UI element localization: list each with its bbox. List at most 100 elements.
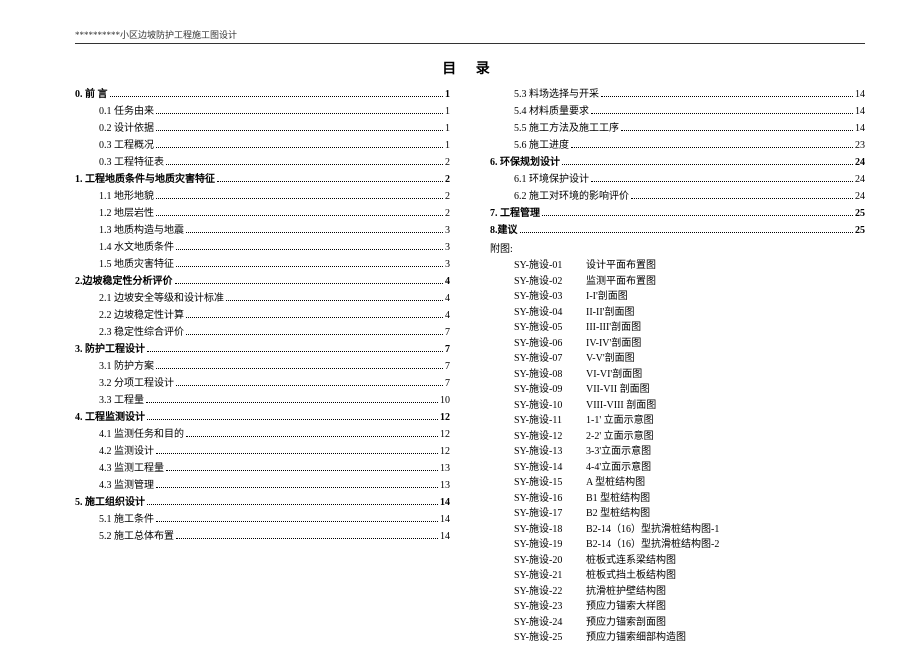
toc-entry: 2.边坡稳定性分析评价4 [75, 273, 450, 290]
toc-entry-label: 6. 环保规划设计 [490, 154, 560, 171]
toc-entry-label: 5.6 施工进度 [490, 137, 569, 154]
toc-entry: 5. 施工组织设计 14 [75, 494, 450, 511]
toc-entry-label: 8.建议 [490, 222, 518, 239]
toc-entry-page: 13 [440, 477, 450, 494]
appendix-name: VIII-VIII 剖面图 [586, 400, 656, 411]
toc-entry: 5.3 料场选择与开采 14 [490, 86, 865, 103]
appendix-code: SY-施设-23 [514, 599, 586, 615]
toc-entry-label: 5. 施工组织设计 [75, 494, 145, 511]
page-header: **********小区边坡防护工程施工图设计 [75, 28, 865, 44]
toc-entry: 1.4 水文地质条件 3 [75, 239, 450, 256]
toc-entry-page: 13 [440, 460, 450, 477]
toc-entry-page: 2 [445, 188, 450, 205]
toc-entry: 0.2 设计依据1 [75, 120, 450, 137]
appendix-name: A 型桩结构图 [586, 477, 645, 488]
appendix-name: 2-2' 立面示意图 [586, 431, 654, 442]
toc-leader-dots [186, 436, 438, 437]
toc-leader-dots [571, 147, 853, 148]
toc-leader-dots [110, 96, 444, 97]
toc-entry-page: 12 [440, 409, 450, 426]
toc-entry: 0. 前 言1 [75, 86, 450, 103]
toc-entry-label: 2.1 边坡安全等级和设计标准 [75, 290, 224, 307]
toc-entry-page: 3 [445, 256, 450, 273]
toc-leader-dots [147, 419, 438, 420]
appendix-name: 桩板式挡土板结构图 [586, 570, 676, 581]
toc-leader-dots [156, 453, 438, 454]
document-page: **********小区边坡防护工程施工图设计 目 录 0. 前 言10.1 任… [0, 0, 920, 651]
appendix-name: 监测平面布置图 [586, 276, 656, 287]
toc-leader-dots [166, 470, 438, 471]
toc-entry: 4.2 监测设计12 [75, 443, 450, 460]
toc-leader-dots [156, 147, 443, 148]
toc-entry-page: 24 [855, 154, 865, 171]
toc-entry-label: 0.3 工程概况 [75, 137, 154, 154]
toc-entry: 0.3 工程特征表2 [75, 154, 450, 171]
toc-leader-dots [176, 538, 438, 539]
toc-leader-dots [520, 232, 854, 233]
toc-entry-label: 1.2 地层岩性 [75, 205, 154, 222]
toc-entry-page: 1 [445, 103, 450, 120]
appendix-code: SY-施设-21 [514, 568, 586, 584]
toc-entry-page: 4 [445, 290, 450, 307]
appendix-name: VI-VI'剖面图 [586, 369, 642, 380]
toc-entry-label: 5.2 施工总体布置 [75, 528, 174, 545]
toc-leader-dots [542, 215, 853, 216]
toc-entry-page: 3 [445, 239, 450, 256]
toc-entry-label: 0.1 任务由来 [75, 103, 154, 120]
toc-leader-dots [601, 96, 853, 97]
appendix-code: SY-施设-13 [514, 444, 586, 460]
appendix-name: B2-14（16）型抗滑桩结构图-2 [586, 539, 719, 550]
toc-entry: 4.3 监测管理 13 [75, 477, 450, 494]
toc-entry-label: 4.3 监测工程量 [75, 460, 164, 477]
toc-entry: 2.3 稳定性综合评价7 [75, 324, 450, 341]
appendix-name: 预应力锚索剖面图 [586, 617, 666, 628]
toc-entry: 0.3 工程概况 1 [75, 137, 450, 154]
appendix-code: SY-施设-15 [514, 475, 586, 491]
toc-entry-page: 1 [445, 137, 450, 154]
toc-entry-label: 5.5 施工方法及施工工序 [490, 120, 619, 137]
toc-leader-dots [147, 351, 443, 352]
toc-entry-label: 6.1 环境保护设计 [490, 171, 589, 188]
toc-leader-dots [591, 181, 853, 182]
toc-entry-label: 2.3 稳定性综合评价 [75, 324, 184, 341]
appendix-name: III-III'剖面图 [586, 322, 641, 333]
toc-leader-dots [186, 232, 443, 233]
toc-leader-dots [631, 198, 853, 199]
toc-entry: 3.1 防护方案7 [75, 358, 450, 375]
appendix-code: SY-施设-02 [514, 274, 586, 290]
appendix-entry: SY-施设-111-1' 立面示意图 [490, 413, 865, 429]
toc-entry: 5.4 材料质量要求14 [490, 103, 865, 120]
toc-entry-label: 4.3 监测管理 [75, 477, 154, 494]
appendix-code: SY-施设-05 [514, 320, 586, 336]
toc-leader-dots [562, 164, 853, 165]
appendix-name: 预应力锚索细部构造图 [586, 632, 686, 643]
toc-entry-label: 5.1 施工条件 [75, 511, 154, 528]
toc-entry-page: 14 [855, 103, 865, 120]
toc-entry: 6.1 环境保护设计24 [490, 171, 865, 188]
toc-entry: 4.1 监测任务和目的12 [75, 426, 450, 443]
toc-entry-label: 1.4 水文地质条件 [75, 239, 174, 256]
appendix-entry: SY-施设-17B2 型桩结构图 [490, 506, 865, 522]
toc-entry-page: 14 [855, 86, 865, 103]
toc-entry: 8.建议25 [490, 222, 865, 239]
toc-entry-page: 1 [445, 120, 450, 137]
toc-entry: 0.1 任务由来 1 [75, 103, 450, 120]
toc-entry: 1. 工程地质条件与地质灾害特征2 [75, 171, 450, 188]
appendix-entry: SY-施设-05III-III'剖面图 [490, 320, 865, 336]
toc-entry: 1.1 地形地貌2 [75, 188, 450, 205]
toc-entry-page: 2 [445, 154, 450, 171]
appendix-code: SY-施设-11 [514, 413, 586, 429]
toc-entry-page: 14 [440, 494, 450, 511]
toc-entry: 1.2 地层岩性2 [75, 205, 450, 222]
appendix-code: SY-施设-22 [514, 584, 586, 600]
toc-entry-page: 3 [445, 222, 450, 239]
toc-entry-label: 5.3 料场选择与开采 [490, 86, 599, 103]
appendix-entry: SY-施设-06IV-IV'剖面图 [490, 336, 865, 352]
toc-leader-dots [186, 334, 443, 335]
appendix-entry: SY-施设-09VII-VII 剖面图 [490, 382, 865, 398]
toc-leader-dots [156, 521, 438, 522]
appendix-entry: SY-施设-19B2-14（16）型抗滑桩结构图-2 [490, 537, 865, 553]
toc-entry: 3.2 分项工程设计7 [75, 375, 450, 392]
toc-entry: 3.3 工程量10 [75, 392, 450, 409]
appendix-code: SY-施设-25 [514, 630, 586, 646]
